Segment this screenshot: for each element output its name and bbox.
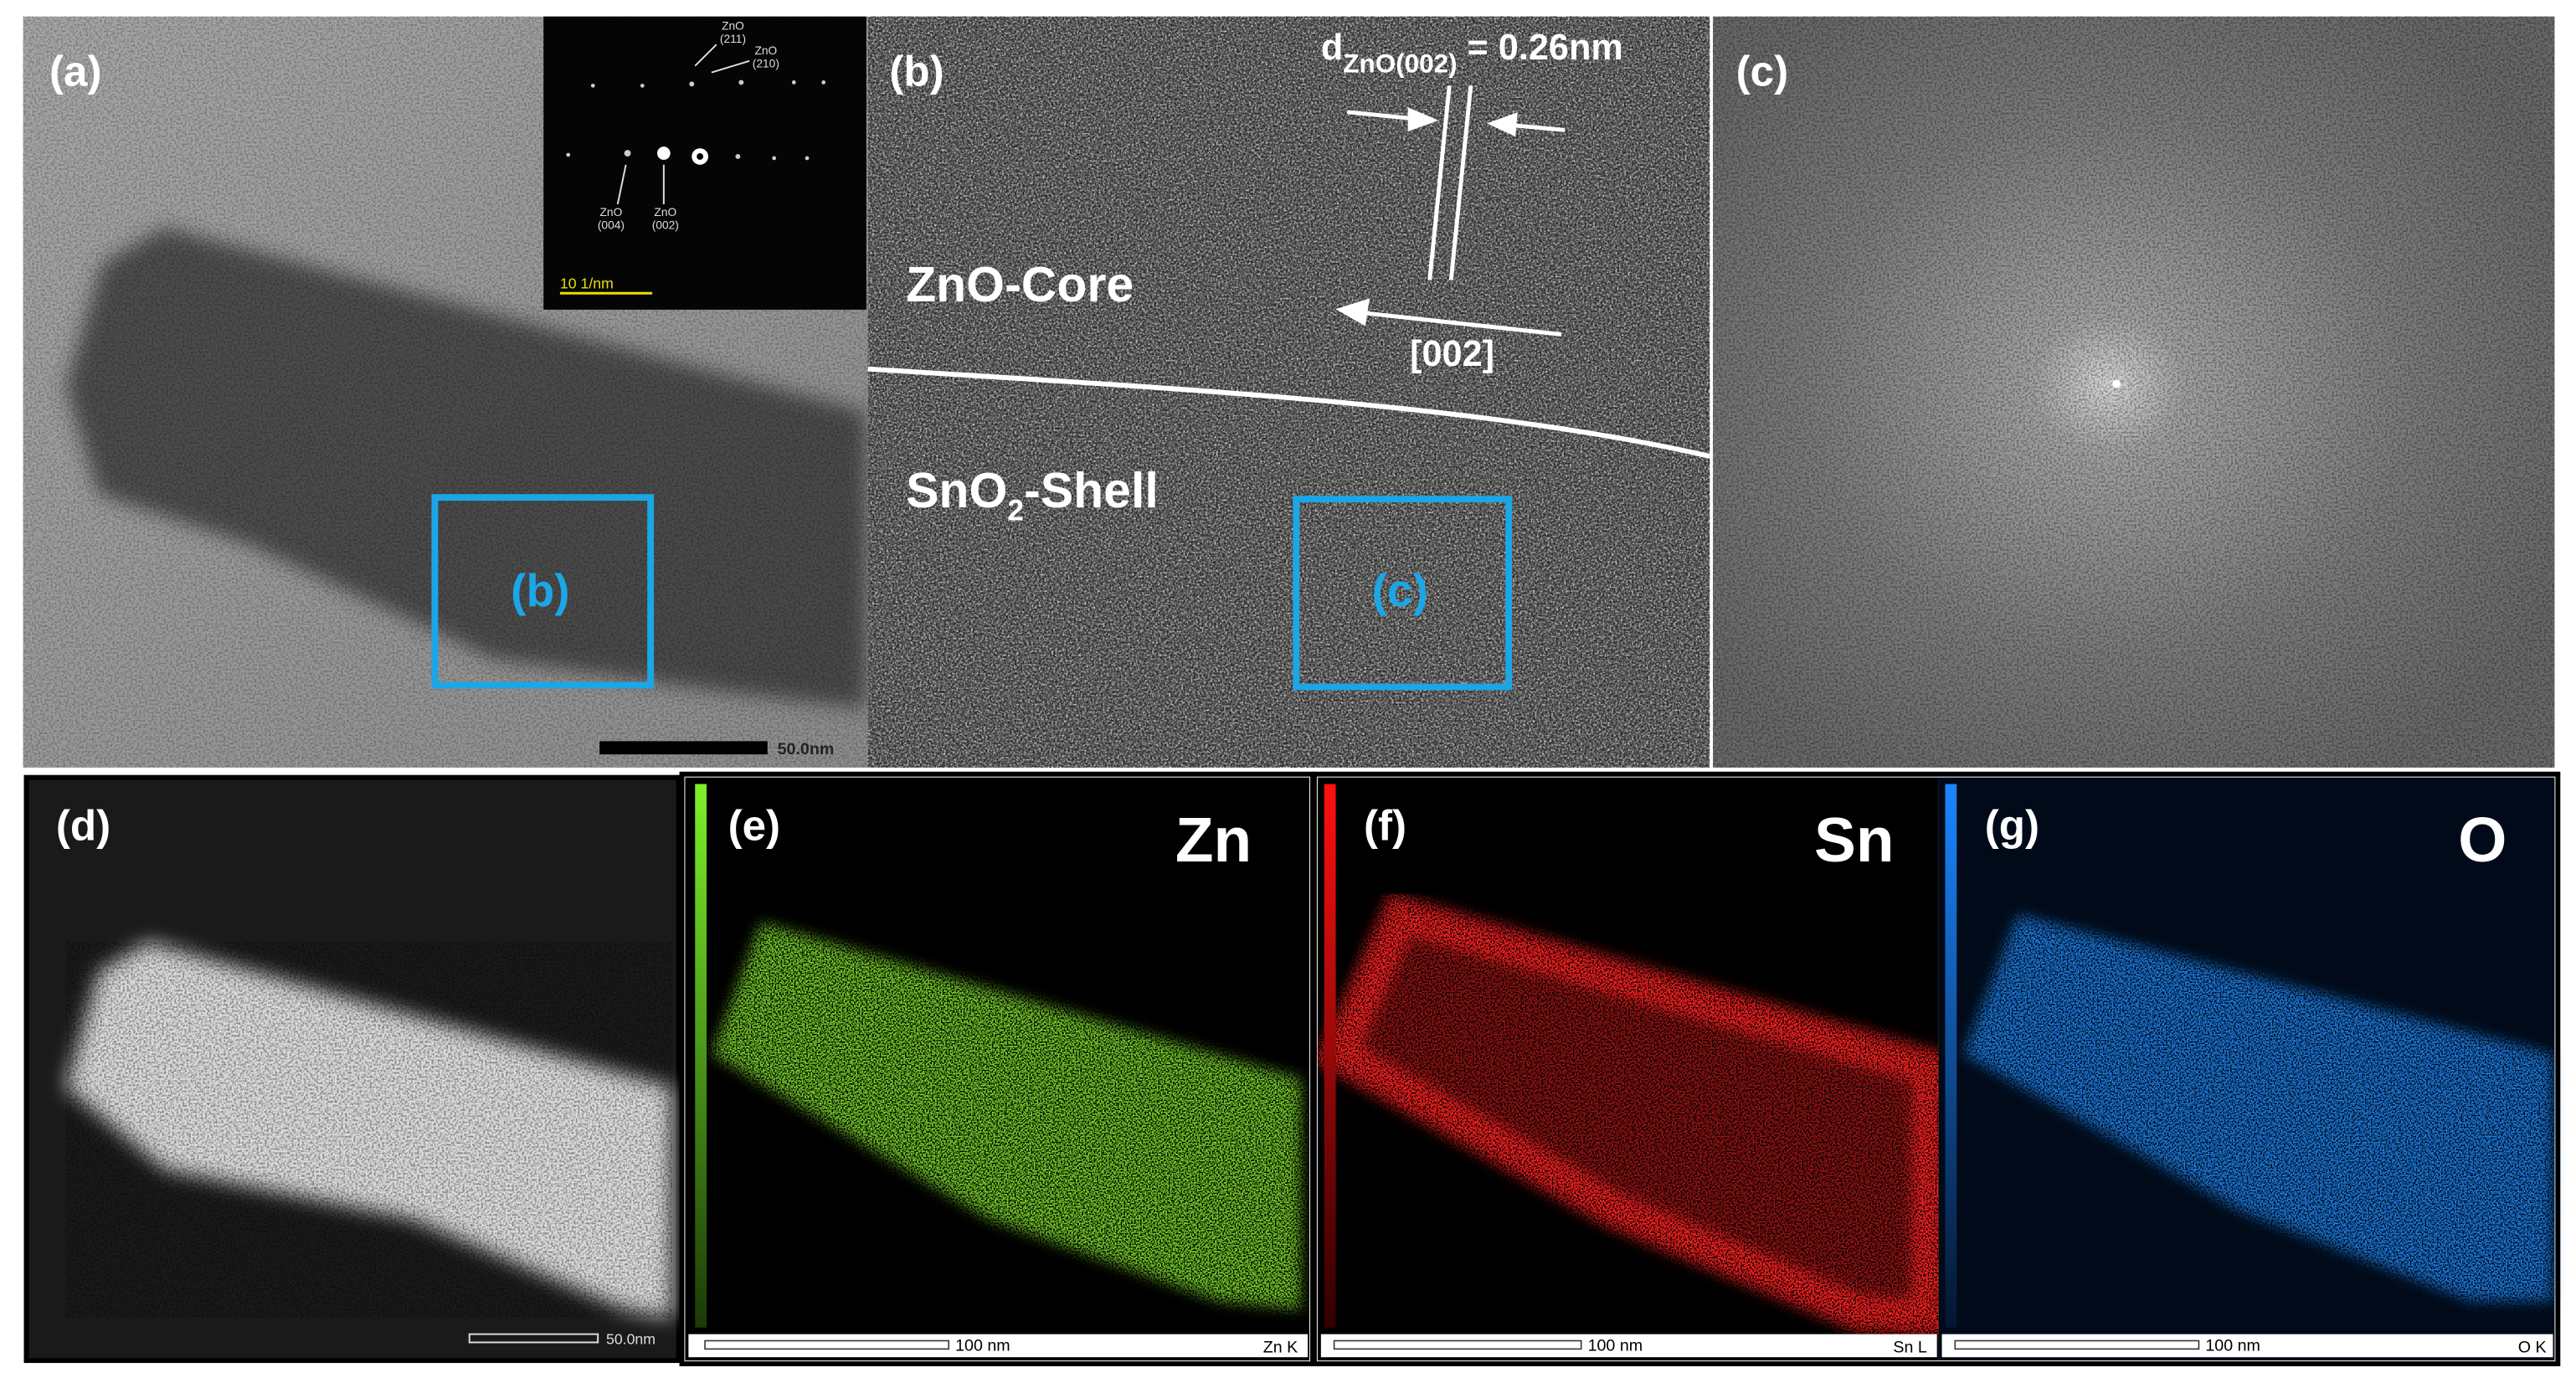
panel-label: (c) bbox=[1736, 47, 1789, 95]
panel-label: (g) bbox=[1985, 801, 2039, 849]
d-value: = 0.26nm bbox=[1467, 28, 1622, 68]
region-label: (c) bbox=[1372, 564, 1428, 616]
spot-arrows bbox=[616, 44, 750, 205]
d-subscript: ZnO(002) bbox=[1343, 49, 1457, 79]
panel-label: (b) bbox=[889, 47, 944, 95]
region-box bbox=[431, 494, 655, 689]
d-spacing: dZnO(002) = 0.26nm bbox=[1321, 28, 1623, 79]
spot-label: (002) bbox=[652, 219, 679, 232]
element-label: Sn bbox=[1814, 805, 1895, 875]
scale-label: 100 nm bbox=[1588, 1336, 1643, 1355]
arrows bbox=[1335, 107, 1566, 337]
scale-bar bbox=[704, 1339, 950, 1350]
diffraction-inset bbox=[543, 16, 866, 310]
color-bar bbox=[1324, 784, 1336, 1328]
scale-label: 100 nm bbox=[955, 1336, 1010, 1355]
spot-label: ZnO bbox=[600, 206, 623, 219]
frame bbox=[1312, 771, 2561, 1366]
map-footer bbox=[1320, 1334, 1937, 1358]
scale-bar bbox=[468, 1333, 599, 1344]
shell-suffix: -Shell bbox=[1024, 463, 1159, 518]
scale-label: 50.0nm bbox=[778, 740, 835, 758]
fft-noise bbox=[1713, 16, 2555, 768]
lattice-fringes bbox=[1427, 85, 1473, 280]
spot-label: ZnO (210) bbox=[753, 44, 779, 70]
scale-label: 50.0nm bbox=[606, 1330, 656, 1347]
region-label: (b) bbox=[511, 564, 569, 616]
spot-label: (211) bbox=[720, 33, 746, 45]
element-label: Zn bbox=[1175, 805, 1252, 875]
panel-label: (e) bbox=[728, 801, 781, 849]
direction-label: [002] bbox=[1410, 334, 1494, 374]
scale-bar bbox=[1333, 1339, 1582, 1350]
zn-map bbox=[711, 922, 1302, 1310]
panel-label: (f) bbox=[1364, 801, 1406, 849]
panel-label: (a) bbox=[49, 47, 102, 95]
d-symbol: d bbox=[1321, 28, 1343, 68]
spot-label: ZnO (211) bbox=[720, 19, 746, 45]
spot-label: (004) bbox=[598, 219, 625, 232]
spot-label: ZnO (002) bbox=[652, 206, 679, 232]
panel-label: (d) bbox=[56, 801, 111, 849]
spot-label: (210) bbox=[753, 58, 779, 70]
line-label: O K bbox=[2518, 1338, 2547, 1356]
region-box bbox=[1293, 496, 1513, 691]
scale-bar bbox=[1954, 1339, 2200, 1350]
spot-label: ZnO bbox=[722, 19, 744, 32]
spot-label: ZnO bbox=[754, 44, 777, 57]
core-label: ZnO-Core bbox=[906, 257, 1134, 312]
map-footer bbox=[688, 1334, 1309, 1358]
map-footer bbox=[1941, 1334, 2553, 1358]
o-map bbox=[1963, 913, 2553, 1302]
inset-scale-label: 10 1/nm bbox=[560, 275, 614, 291]
color-bar bbox=[1945, 784, 1957, 1328]
line-label: Sn L bbox=[1893, 1338, 1927, 1356]
spot-label: ZnO bbox=[654, 206, 676, 219]
fft-center bbox=[2112, 379, 2121, 388]
line-label: Zn K bbox=[1263, 1338, 1298, 1356]
scale-bar bbox=[599, 741, 768, 755]
diffraction-spots bbox=[566, 80, 826, 165]
spot-label: ZnO (004) bbox=[598, 206, 625, 232]
element-label: O bbox=[2458, 805, 2507, 875]
haadf-noise bbox=[65, 942, 672, 1318]
shell-label: SnO2-Shell bbox=[906, 463, 1159, 527]
lattice-noise bbox=[867, 16, 1710, 768]
interface-line bbox=[867, 366, 1710, 459]
shell-text: SnO bbox=[906, 463, 1007, 518]
scale-label: 100 nm bbox=[2205, 1336, 2260, 1355]
shell-subscript: 2 bbox=[1007, 494, 1024, 527]
color-bar bbox=[695, 784, 707, 1328]
sn-map-core bbox=[1337, 913, 1931, 1318]
